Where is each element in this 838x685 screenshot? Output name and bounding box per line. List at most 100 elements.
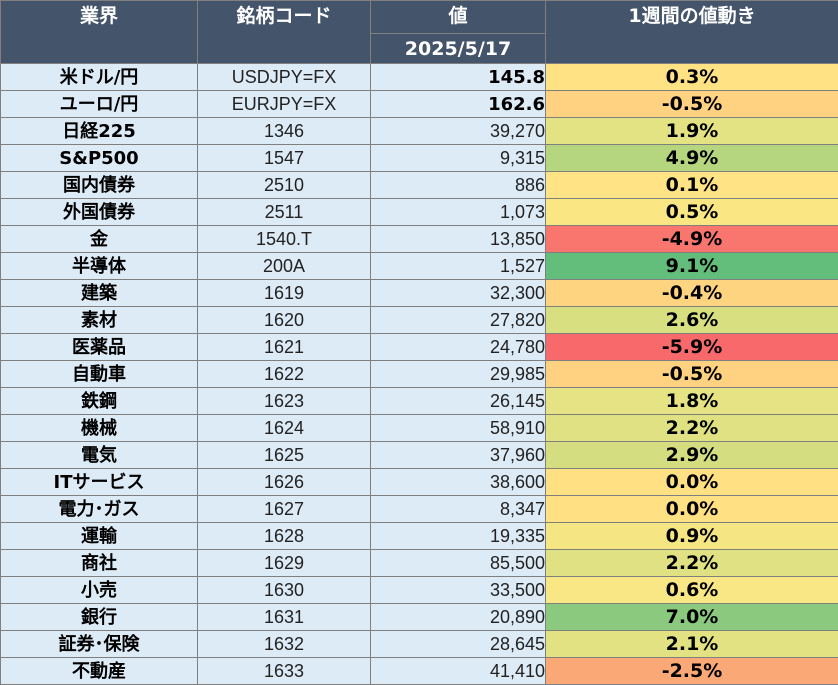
sector-name-cell: 建築	[0, 279, 198, 307]
table-row: 建築 1619 32,300 -0.4%	[0, 279, 838, 307]
table-row: 国内債券 2510 886 0.1%	[0, 171, 838, 199]
ticker-code-cell: 1633	[197, 657, 371, 685]
value-cell: 26,145	[370, 387, 546, 415]
ticker-code-cell: EURJPY=FX	[197, 90, 371, 118]
value-cell: 33,500	[370, 576, 546, 604]
value-cell: 38,600	[370, 468, 546, 496]
weekly-change-cell: 0.3%	[545, 63, 838, 91]
weekly-change-cell: 0.0%	[545, 495, 838, 523]
sector-name-cell: ITサービス	[0, 468, 198, 496]
weekly-change-cell: 2.6%	[545, 306, 838, 334]
value-cell: 41,410	[370, 657, 546, 685]
ticker-code-cell: 2511	[197, 198, 371, 226]
table-row: 半導体 200A 1,527 9.1%	[0, 252, 838, 280]
weekly-change-cell: 2.2%	[545, 549, 838, 577]
value-cell: 29,985	[370, 360, 546, 388]
table-row: 金 1540.T 13,850 -4.9%	[0, 225, 838, 253]
weekly-change-cell: 2.1%	[545, 630, 838, 658]
value-cell: 32,300	[370, 279, 546, 307]
table-row: 電力･ガス 1627 8,347 0.0%	[0, 495, 838, 523]
header-code: 銘柄コード	[197, 0, 371, 64]
weekly-change-cell: -0.5%	[545, 90, 838, 118]
table-row: 鉄鋼 1623 26,145 1.8%	[0, 387, 838, 415]
value-cell: 39,270	[370, 117, 546, 145]
weekly-change-cell: 0.1%	[545, 171, 838, 199]
sector-name-cell: ユーロ/円	[0, 90, 198, 118]
ticker-code-cell: 1622	[197, 360, 371, 388]
value-cell: 162.6	[370, 90, 546, 118]
table-row: 運輸 1628 19,335 0.9%	[0, 522, 838, 550]
sector-name-cell: 素材	[0, 306, 198, 334]
table-row: 外国債券 2511 1,073 0.5%	[0, 198, 838, 226]
header-sector: 業界	[0, 0, 198, 64]
table-row: 商社 1629 85,500 2.2%	[0, 549, 838, 577]
weekly-change-cell: 9.1%	[545, 252, 838, 280]
ticker-code-cell: 1626	[197, 468, 371, 496]
table-row: 自動車 1622 29,985 -0.5%	[0, 360, 838, 388]
table-row: 機械 1624 58,910 2.2%	[0, 414, 838, 442]
sector-name-cell: 外国債券	[0, 198, 198, 226]
weekly-change-cell: 0.5%	[545, 198, 838, 226]
value-cell: 19,335	[370, 522, 546, 550]
value-cell: 85,500	[370, 549, 546, 577]
value-cell: 9,315	[370, 144, 546, 172]
value-cell: 1,527	[370, 252, 546, 280]
weekly-change-cell: 2.2%	[545, 414, 838, 442]
ticker-code-cell: 1630	[197, 576, 371, 604]
sector-name-cell: 米ドル/円	[0, 63, 198, 91]
sector-name-cell: 電力･ガス	[0, 495, 198, 523]
value-cell: 24,780	[370, 333, 546, 361]
ticker-code-cell: 1624	[197, 414, 371, 442]
weekly-change-cell: -5.9%	[545, 333, 838, 361]
value-cell: 58,910	[370, 414, 546, 442]
sector-name-cell: S&P500	[0, 144, 198, 172]
sector-name-cell: 医薬品	[0, 333, 198, 361]
ticker-code-cell: 200A	[197, 252, 371, 280]
sector-name-cell: 銀行	[0, 603, 198, 631]
table-row: 小売 1630 33,500 0.6%	[0, 576, 838, 604]
sector-name-cell: 商社	[0, 549, 198, 577]
value-cell: 886	[370, 171, 546, 199]
weekly-change-cell: 4.9%	[545, 144, 838, 172]
sector-name-cell: 半導体	[0, 252, 198, 280]
sector-name-cell: 不動産	[0, 657, 198, 685]
ticker-code-cell: 1620	[197, 306, 371, 334]
weekly-change-cell: 2.9%	[545, 441, 838, 469]
weekly-change-cell: 0.0%	[545, 468, 838, 496]
header-change: 1週間の値動き	[545, 0, 838, 64]
sector-name-cell: 電気	[0, 441, 198, 469]
table-row: 銀行 1631 20,890 7.0%	[0, 603, 838, 631]
sector-name-cell: 運輸	[0, 522, 198, 550]
ticker-code-cell: 1628	[197, 522, 371, 550]
weekly-change-cell: -0.4%	[545, 279, 838, 307]
table-body: 米ドル/円 USDJPY=FX 145.8 0.3% ユーロ/円 EURJPY=FX 162…	[0, 63, 838, 685]
table-row: 電気 1625 37,960 2.9%	[0, 441, 838, 469]
sector-name-cell: 国内債券	[0, 171, 198, 199]
table-row: 日経225 1346 39,270 1.9%	[0, 117, 838, 145]
sector-name-cell: 金	[0, 225, 198, 253]
sector-name-cell: 日経225	[0, 117, 198, 145]
value-cell: 145.8	[370, 63, 546, 91]
sector-name-cell: 証券･保険	[0, 630, 198, 658]
value-cell: 20,890	[370, 603, 546, 631]
header-date: 2025/5/17	[370, 33, 546, 64]
table-row: 不動産 1633 41,410 -2.5%	[0, 657, 838, 685]
value-cell: 8,347	[370, 495, 546, 523]
ticker-code-cell: 1540.T	[197, 225, 371, 253]
value-cell: 37,960	[370, 441, 546, 469]
table-row: 素材 1620 27,820 2.6%	[0, 306, 838, 334]
header-value: 値	[370, 0, 546, 34]
table-row: ITサービス 1626 38,600 0.0%	[0, 468, 838, 496]
weekly-change-cell: 1.9%	[545, 117, 838, 145]
table-row: 米ドル/円 USDJPY=FX 145.8 0.3%	[0, 63, 838, 91]
weekly-change-cell: 1.8%	[545, 387, 838, 415]
ticker-code-cell: USDJPY=FX	[197, 63, 371, 91]
ticker-code-cell: 1631	[197, 603, 371, 631]
sector-name-cell: 鉄鋼	[0, 387, 198, 415]
ticker-code-cell: 1621	[197, 333, 371, 361]
table-row: 医薬品 1621 24,780 -5.9%	[0, 333, 838, 361]
ticker-code-cell: 1625	[197, 441, 371, 469]
ticker-code-cell: 1629	[197, 549, 371, 577]
value-cell: 27,820	[370, 306, 546, 334]
sector-name-cell: 小売	[0, 576, 198, 604]
